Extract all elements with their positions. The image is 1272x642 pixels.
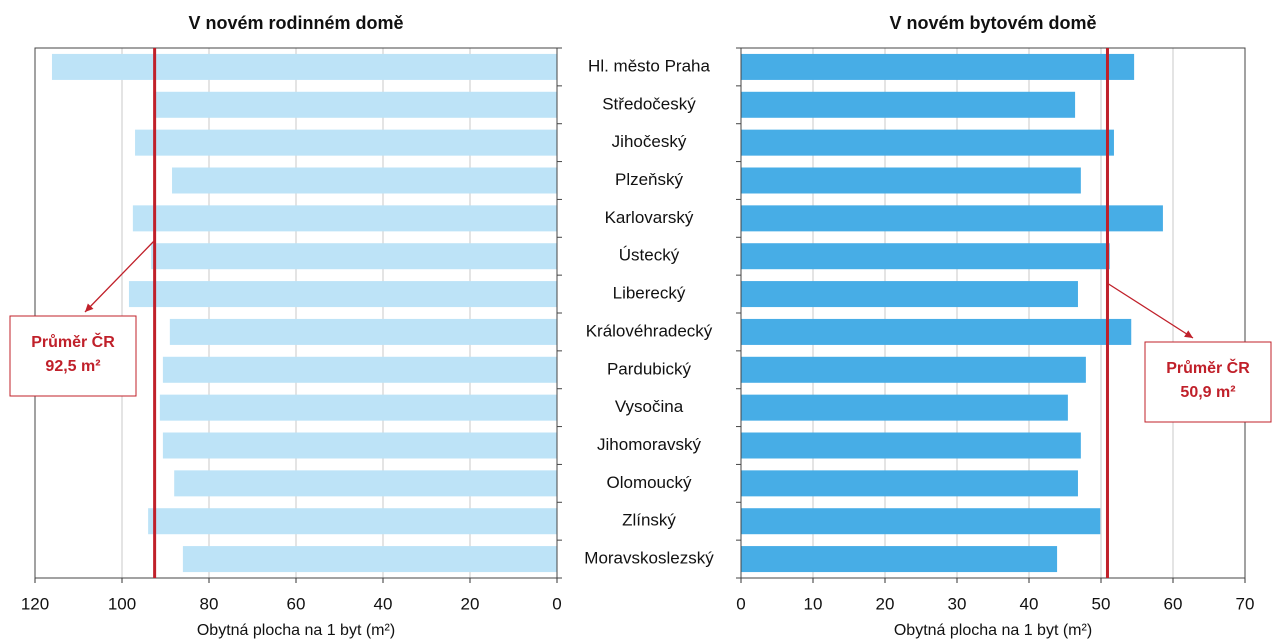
x-axis-label: Obytná plocha na 1 byt (m²) xyxy=(197,622,395,639)
annotation-arrow xyxy=(1106,282,1194,339)
category-label: Středočeský xyxy=(602,94,696,113)
bar xyxy=(135,129,558,156)
category-label: Královéhradecký xyxy=(586,321,713,340)
annotation-text: 92,5 m² xyxy=(45,358,100,375)
bar xyxy=(741,508,1101,535)
category-label: Jihomoravský xyxy=(597,435,701,454)
category-label: Vysočina xyxy=(615,397,684,416)
bar xyxy=(182,546,557,573)
bar xyxy=(148,508,557,535)
bar xyxy=(741,91,1076,118)
bar xyxy=(741,356,1086,383)
bar xyxy=(741,470,1078,497)
chart-title: V novém rodinném domě xyxy=(188,13,403,33)
bar xyxy=(741,243,1110,270)
bar xyxy=(51,53,558,80)
x-tick-label: 30 xyxy=(948,594,967,613)
x-tick-label: 120 xyxy=(21,594,49,613)
bar xyxy=(162,356,557,383)
bar xyxy=(741,205,1163,232)
category-label: Olomoucký xyxy=(606,473,692,492)
x-tick-label: 40 xyxy=(1020,594,1039,613)
bar xyxy=(741,281,1078,308)
bar xyxy=(151,243,557,270)
x-tick-label: 50 xyxy=(1092,594,1111,613)
plot-frame xyxy=(740,47,1246,579)
bar xyxy=(162,432,557,459)
category-label: Jihočeský xyxy=(612,132,687,151)
bar xyxy=(741,167,1081,194)
x-tick-label: 100 xyxy=(108,594,136,613)
x-axis-label: Obytná plocha na 1 byt (m²) xyxy=(894,622,1092,639)
bar xyxy=(172,167,557,194)
bar xyxy=(741,394,1068,421)
bar xyxy=(159,394,557,421)
x-tick-label: 0 xyxy=(736,594,745,613)
annotation-box xyxy=(1144,341,1272,423)
bar xyxy=(741,129,1114,156)
x-tick-label: 80 xyxy=(200,594,219,613)
annotation-arrow xyxy=(84,239,156,313)
annotation-text: Průměr ČR xyxy=(1166,358,1250,377)
bar xyxy=(174,470,557,497)
category-label: Moravskoslezský xyxy=(584,549,714,568)
annotation-text: 50,9 m² xyxy=(1180,384,1235,401)
bar xyxy=(169,318,557,345)
category-label: Pardubický xyxy=(607,359,692,378)
chart-title: V novém bytovém domě xyxy=(889,13,1096,33)
x-tick-label: 20 xyxy=(461,594,480,613)
category-label: Zlínský xyxy=(622,511,676,530)
bar xyxy=(741,53,1135,80)
category-label: Ústecký xyxy=(619,246,680,265)
arrow-head xyxy=(1184,330,1193,338)
x-tick-label: 70 xyxy=(1236,594,1255,613)
category-label: Liberecký xyxy=(613,284,686,303)
x-tick-label: 20 xyxy=(876,594,895,613)
bar xyxy=(741,318,1132,345)
bar xyxy=(128,281,557,308)
x-tick-label: 60 xyxy=(1164,594,1183,613)
category-label: Hl. město Praha xyxy=(588,56,710,75)
category-label: Karlovarský xyxy=(605,208,694,227)
annotation-box xyxy=(9,315,137,397)
arrow-head xyxy=(85,303,94,312)
bar xyxy=(741,432,1081,459)
category-label: Plzeňský xyxy=(615,170,684,189)
x-tick-label: 40 xyxy=(374,594,393,613)
bar xyxy=(741,546,1058,573)
bar xyxy=(155,91,557,118)
x-tick-label: 0 xyxy=(552,594,561,613)
annotation-text: Průměr ČR xyxy=(31,332,115,351)
x-tick-label: 10 xyxy=(804,594,823,613)
x-tick-label: 60 xyxy=(287,594,306,613)
bar xyxy=(132,205,557,232)
